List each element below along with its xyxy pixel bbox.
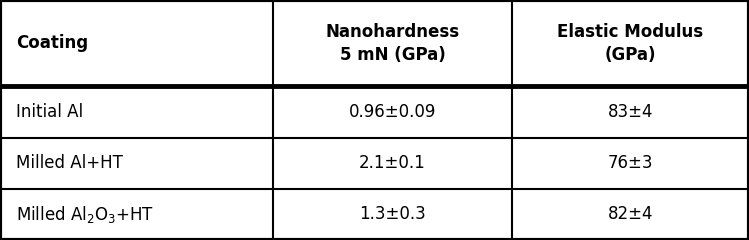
Text: 83±4: 83±4 <box>607 103 653 121</box>
Text: 0.96±0.09: 0.96±0.09 <box>349 103 436 121</box>
Bar <box>512 86 749 138</box>
Text: 1.3±0.3: 1.3±0.3 <box>359 205 426 223</box>
Bar <box>273 189 512 240</box>
Text: 76±3: 76±3 <box>607 154 653 172</box>
Bar <box>0 189 273 240</box>
Text: 82±4: 82±4 <box>607 205 653 223</box>
Bar <box>273 0 512 86</box>
Text: Milled Al+HT: Milled Al+HT <box>16 154 124 172</box>
Bar <box>0 86 273 138</box>
Text: Nanohardness
5 mN (GPa): Nanohardness 5 mN (GPa) <box>325 23 460 64</box>
Bar <box>512 189 749 240</box>
Bar <box>273 86 512 138</box>
Text: Coating: Coating <box>16 34 88 52</box>
Bar <box>512 138 749 189</box>
Bar <box>0 0 273 86</box>
Bar <box>512 0 749 86</box>
Text: Elastic Modulus
(GPa): Elastic Modulus (GPa) <box>557 23 703 64</box>
Bar <box>273 138 512 189</box>
Text: Initial Al: Initial Al <box>16 103 84 121</box>
Text: 2.1±0.1: 2.1±0.1 <box>359 154 426 172</box>
Text: Milled Al$_2$O$_3$+HT: Milled Al$_2$O$_3$+HT <box>16 204 154 225</box>
Bar <box>0 138 273 189</box>
